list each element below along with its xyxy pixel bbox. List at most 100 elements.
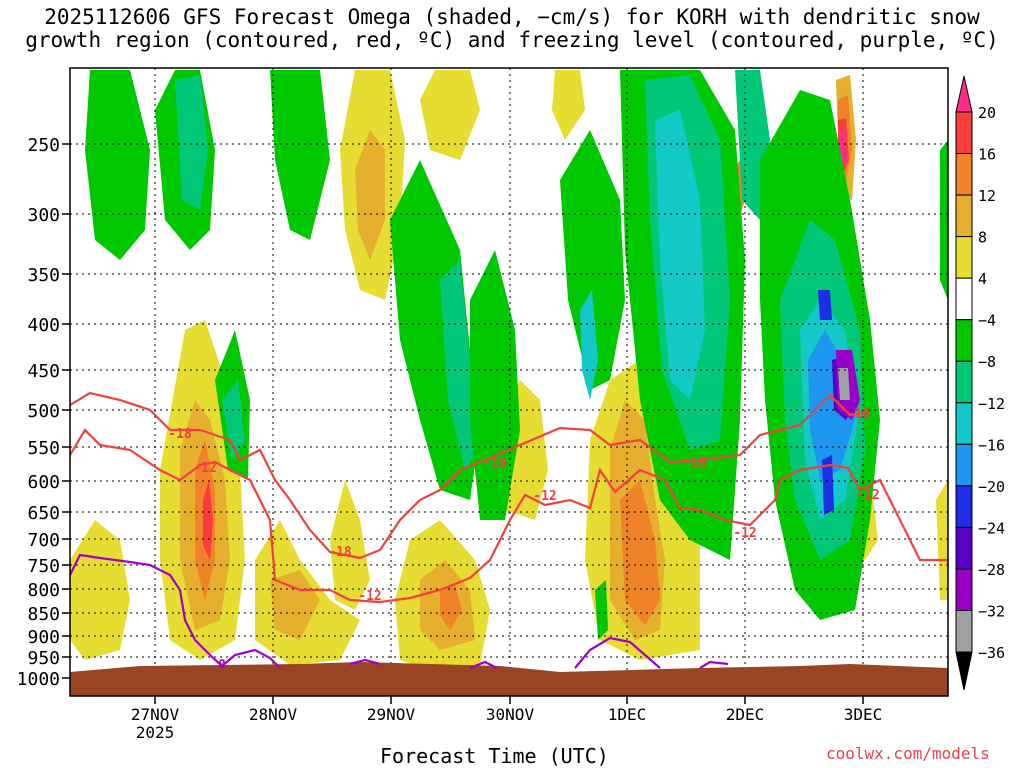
y-tick-label-15: 1000	[17, 669, 60, 690]
colorbar-label-3: 8	[978, 229, 987, 247]
colorbar-band-1	[955, 153, 973, 196]
y-tick-label-4: 450	[27, 361, 60, 382]
contour-freezing	[70, 553, 281, 669]
y-tick-label-1: 300	[27, 205, 60, 226]
contour-minus18	[70, 391, 871, 560]
colorbar-label-5: −4	[978, 312, 996, 330]
contour-label-8: -18	[846, 407, 870, 422]
omega-region-35	[560, 130, 625, 390]
contour-freezing-4	[469, 660, 498, 670]
contour-minus12	[70, 428, 948, 604]
y-tick-label-5: 500	[27, 401, 60, 422]
chart-title-line-2: growth region (contoured, red, ºC) and f…	[25, 28, 999, 52]
colorbar-label-11: −28	[978, 561, 1005, 579]
omega-region-39	[655, 110, 705, 400]
y-tick-label-12: 850	[27, 604, 60, 625]
omega-region-28	[175, 75, 208, 210]
y-tick-label-11: 800	[27, 580, 60, 601]
y-tick-label-14: 950	[27, 648, 60, 669]
colorbar-label-13: −36	[978, 644, 1005, 662]
pressure-axis: 2503003504004505005506006507007508008509…	[17, 135, 70, 690]
x-tick-label-3: 30NOV	[486, 705, 535, 724]
colorbar-band-2	[955, 194, 973, 238]
omega-region-6	[270, 570, 320, 640]
omega-region-49	[838, 368, 850, 400]
colorbar-label-10: −24	[978, 519, 1005, 537]
omega-region-45	[818, 290, 832, 320]
colorbar-label-8: −16	[978, 436, 1005, 454]
x-tick-label-5: 2DEC	[726, 705, 765, 724]
contour-label-1: -12	[193, 461, 216, 476]
y-tick-label-9: 700	[27, 530, 60, 551]
x-tick-label-2: 29NOV	[367, 705, 416, 724]
colorbar-band-8	[955, 443, 973, 487]
source-credit[interactable]: coolwx.com/models	[826, 744, 990, 763]
y-tick-label-7: 600	[27, 472, 60, 493]
contour-label-6: -18	[683, 456, 707, 471]
colorbar-band-0	[955, 111, 973, 155]
contour-freezing-3	[349, 658, 381, 666]
x-tick-label-4: 1DEC	[608, 705, 647, 724]
x-axis-title: Forecast Time (UTC)	[380, 744, 609, 768]
contour-lines: -18 -12 -18 -12 -18 -12 -18 -12 -18 -12 0	[70, 391, 948, 671]
omega-region-36	[580, 290, 598, 400]
colorbar-band-5	[955, 319, 973, 362]
colorbar-band-9	[955, 485, 973, 528]
y-tick-label-13: 900	[27, 627, 60, 648]
colorbar-band-3	[955, 236, 973, 279]
colorbar-label-0: 20	[978, 104, 996, 122]
time-axis: 27NOV 28NOV 29NOV 30NOV 1DEC 2DEC 3DEC 2025	[131, 696, 882, 742]
omega-region-9	[355, 130, 385, 260]
omega-region-13	[420, 70, 480, 160]
omega-region-50	[940, 140, 948, 300]
colorbar-band-11	[955, 568, 973, 611]
omega-region-26	[85, 70, 150, 260]
x-tick-label-6: 3DEC	[844, 705, 883, 724]
colorbar-label-1: 16	[978, 146, 996, 164]
y-tick-label-8: 650	[27, 503, 60, 524]
gridlines	[70, 68, 948, 696]
y-tick-label-6: 550	[27, 438, 60, 459]
x-year-label: 2025	[136, 723, 175, 742]
omega-region-4	[203, 480, 213, 560]
colorbar-label-12: −32	[978, 602, 1005, 620]
omega-region-0	[70, 520, 130, 660]
omega-region-46	[822, 455, 834, 515]
colorbar-band-6	[955, 360, 973, 404]
y-tick-label-3: 400	[27, 315, 60, 336]
colorbar-bottom-arrow	[955, 651, 973, 691]
y-tick-label-10: 750	[27, 556, 60, 577]
contour-label-9: -12	[856, 488, 879, 503]
colorbar-band-10	[955, 526, 973, 570]
colorbar-band-4	[955, 277, 973, 321]
omega-region-34	[470, 250, 520, 520]
ground-fill	[70, 662, 948, 696]
contour-label-4: -18	[483, 456, 507, 471]
plot-frame	[69, 67, 949, 697]
contour-label-7: -12	[733, 526, 756, 541]
colorbar-label-7: −12	[978, 395, 1005, 413]
omega-region-51	[595, 580, 608, 640]
colorbar-label-2: 12	[978, 187, 996, 205]
omega-shaded-field	[70, 70, 948, 670]
colorbar: 20 16 12 8 4 −4 −8 −12 −16 −20 −24 −28 −32 −36	[955, 75, 1005, 691]
omega-region-12	[440, 585, 462, 630]
colorbar-band-12	[955, 609, 973, 653]
x-tick-label-0: 27NOV	[131, 705, 180, 724]
colorbar-band-7	[955, 402, 973, 445]
colorbar-label-4: 4	[978, 270, 987, 288]
chart-title-line-1: 2025112606 GFS Forecast Omega (shaded, −…	[44, 5, 980, 29]
y-tick-label-0: 250	[27, 135, 60, 156]
x-tick-label-1: 28NOV	[249, 705, 298, 724]
colorbar-label-6: −8	[978, 353, 996, 371]
chart-title: 2025112606 GFS Forecast Omega (shaded, −…	[0, 6, 1024, 52]
contour-label-3: -12	[358, 589, 381, 604]
omega-region-25	[936, 480, 948, 600]
y-tick-label-2: 350	[27, 265, 60, 286]
colorbar-label-9: −20	[978, 478, 1005, 496]
contour-label-2: -18	[328, 545, 352, 560]
contour-label-0: -18	[168, 427, 192, 442]
contour-freezing-5	[699, 660, 729, 669]
omega-region-30	[222, 380, 245, 460]
